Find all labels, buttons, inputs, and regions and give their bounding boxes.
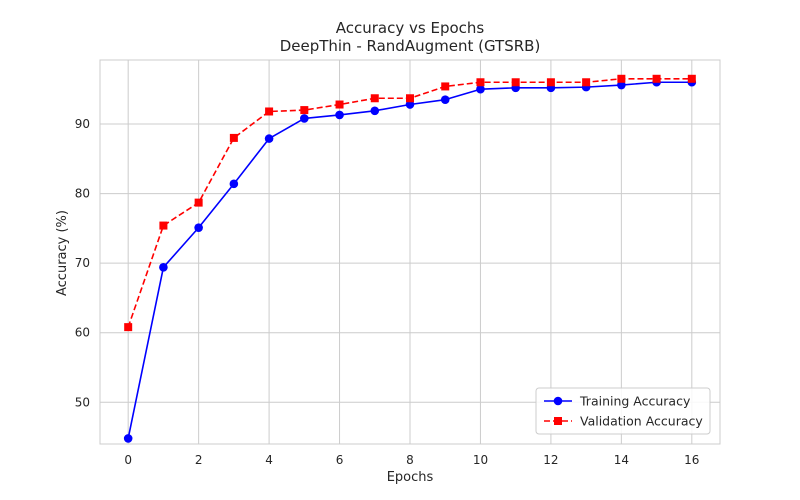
y-axis-label: Accuracy (%) [55, 210, 70, 296]
plot-frame [99, 59, 721, 445]
chart-subtitle: DeepThin - RandAugment (GTSRB) [280, 37, 541, 55]
plot-area: 0 2 4 6 8 10 12 14 16 50 60 70 80 90 Training Accuracy… [75, 59, 721, 467]
y-tick-label: 50 [75, 395, 90, 409]
validation-accuracy-point [265, 107, 274, 116]
legend: Training Accuracy Validation Accuracy [535, 387, 711, 435]
y-tick-label: 90 [75, 117, 90, 131]
x-tick-label: 2 [195, 453, 203, 467]
validation-accuracy-point [194, 198, 203, 207]
validation-accuracy-point [441, 82, 450, 91]
x-tick-label: 6 [336, 453, 344, 467]
chart-title: Accuracy vs Epochs [336, 19, 485, 37]
y-tick-label: 60 [75, 326, 90, 340]
x-axis-label: Epochs [387, 470, 434, 485]
training-accuracy-point [123, 434, 133, 443]
y-tick-label: 70 [75, 256, 90, 270]
training-accuracy-point [159, 263, 168, 272]
validation-accuracy-point [546, 78, 555, 87]
training-accuracy-point [476, 84, 485, 94]
validation-accuracy-point [124, 323, 133, 332]
x-tick-label: 4 [265, 453, 273, 467]
validation-accuracy-point [582, 78, 591, 87]
legend-marker-validation-accuracy [554, 417, 562, 425]
training-accuracy-point [440, 95, 450, 104]
legend-box [535, 387, 711, 435]
validation-accuracy-point [335, 100, 344, 109]
y-tick-label: 80 [75, 187, 90, 201]
validation-accuracy-point [476, 78, 485, 87]
legend-label-validation-accuracy: Validation Accuracy [580, 414, 703, 429]
x-tick-label: 8 [406, 453, 414, 467]
validation-accuracy-point [229, 133, 238, 142]
training-accuracy-point [300, 114, 309, 123]
validation-accuracy-point [159, 221, 168, 230]
x-tick-label: 10 [473, 453, 488, 467]
x-tick-label: 16 [684, 453, 699, 467]
training-accuracy-point [405, 100, 415, 109]
training-accuracy-point [194, 223, 203, 232]
training-accuracy-point [617, 80, 626, 90]
validation-accuracy-point [511, 78, 520, 87]
x-tick-label: 12 [543, 453, 558, 467]
training-accuracy-point [264, 134, 274, 143]
x-tick-label: 0 [124, 453, 132, 467]
training-accuracy-point [335, 110, 344, 120]
training-accuracy-point [370, 106, 380, 116]
validation-accuracy-point [300, 106, 309, 115]
validation-accuracy-point [687, 74, 696, 83]
validation-accuracy-point [370, 94, 379, 103]
training-accuracy-point [229, 179, 239, 189]
x-tick-label: 14 [614, 453, 629, 467]
legend-label-training-accuracy: Training Accuracy [579, 394, 691, 409]
legend-marker-training-accuracy [553, 396, 563, 406]
validation-accuracy-point [406, 94, 414, 103]
validation-accuracy-point [652, 74, 661, 83]
validation-accuracy-point [617, 74, 626, 83]
